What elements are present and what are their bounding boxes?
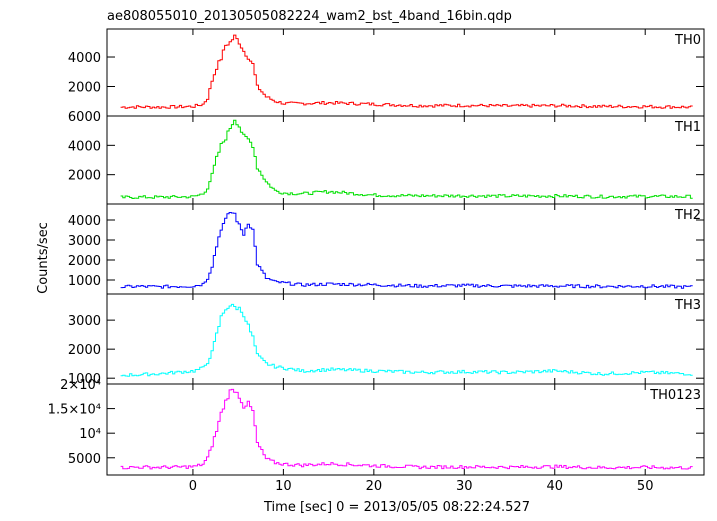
y-tick-label: 2000 <box>68 254 101 269</box>
x-axis: 0 10 20 30 40 50 <box>189 479 654 494</box>
series-line-th0 <box>120 34 693 109</box>
panel-frame <box>106 115 705 205</box>
y-tick-label: 3000 <box>68 314 101 329</box>
y-tick-label: 5000 <box>68 452 101 467</box>
y-tick-label: 6000 <box>68 110 101 125</box>
y-tick-label: 1000 <box>68 274 101 289</box>
y-tick-label: 4000 <box>68 139 101 154</box>
y-axis-label: Counts/sec <box>36 222 51 294</box>
series-line-th0123 <box>120 388 693 470</box>
y-tick-label: 1000 <box>68 372 101 387</box>
panel-th0123: 5000 10⁴ 1.5×10⁴ 2×10⁴ TH0123 <box>48 378 705 476</box>
panel-th2: 1000 2000 3000 4000 TH2 <box>68 203 705 295</box>
y-tick-label: 2000 <box>68 81 101 96</box>
panel-name: TH2 <box>674 208 701 223</box>
x-tick-label: 10 <box>275 479 292 494</box>
panel-th1: 2000 4000 6000 TH1 <box>68 110 705 205</box>
x-axis-label: Time [sec] 0 = 2013/05/05 08:22:24.527 <box>263 500 530 515</box>
x-tick-label: 20 <box>366 479 383 494</box>
x-tick-label: 0 <box>189 479 197 494</box>
panel-name: TH0123 <box>649 388 701 403</box>
panel-frame <box>106 28 705 117</box>
y-tick-label: 2000 <box>68 169 101 184</box>
panels-group: 2000 4000 TH0 2000 4000 6000 TH1 1000 2000 3000 40… <box>48 28 705 476</box>
series-line-th1 <box>120 119 693 199</box>
x-tick-label: 40 <box>546 479 563 494</box>
panel-name: TH3 <box>674 298 701 313</box>
panel-th0: 2000 4000 TH0 <box>68 28 705 117</box>
y-tick-label: 4000 <box>68 214 101 229</box>
panel-name: TH0 <box>674 33 701 48</box>
y-tick-label: 4000 <box>68 51 101 66</box>
y-tick-label: 1.5×10⁴ <box>48 403 101 418</box>
y-tick-label: 2×10⁴ <box>60 378 101 393</box>
x-tick-label: 30 <box>456 479 473 494</box>
x-tick-label: 50 <box>637 479 654 494</box>
panel-frame <box>106 203 705 295</box>
chart-title: ae808055010_20130505082224_wam2_bst_4ban… <box>107 9 512 24</box>
y-tick-label: 10⁴ <box>79 427 101 442</box>
y-tick-label: 2000 <box>68 343 101 358</box>
panel-frame <box>106 383 705 476</box>
y-tick-label: 3000 <box>68 234 101 249</box>
panel-frame <box>106 293 705 385</box>
panel-name: TH1 <box>674 120 701 135</box>
panel-th3: 1000 2000 3000 TH3 <box>68 293 705 387</box>
series-line-th3 <box>120 303 693 377</box>
series-line-th2 <box>120 212 693 289</box>
